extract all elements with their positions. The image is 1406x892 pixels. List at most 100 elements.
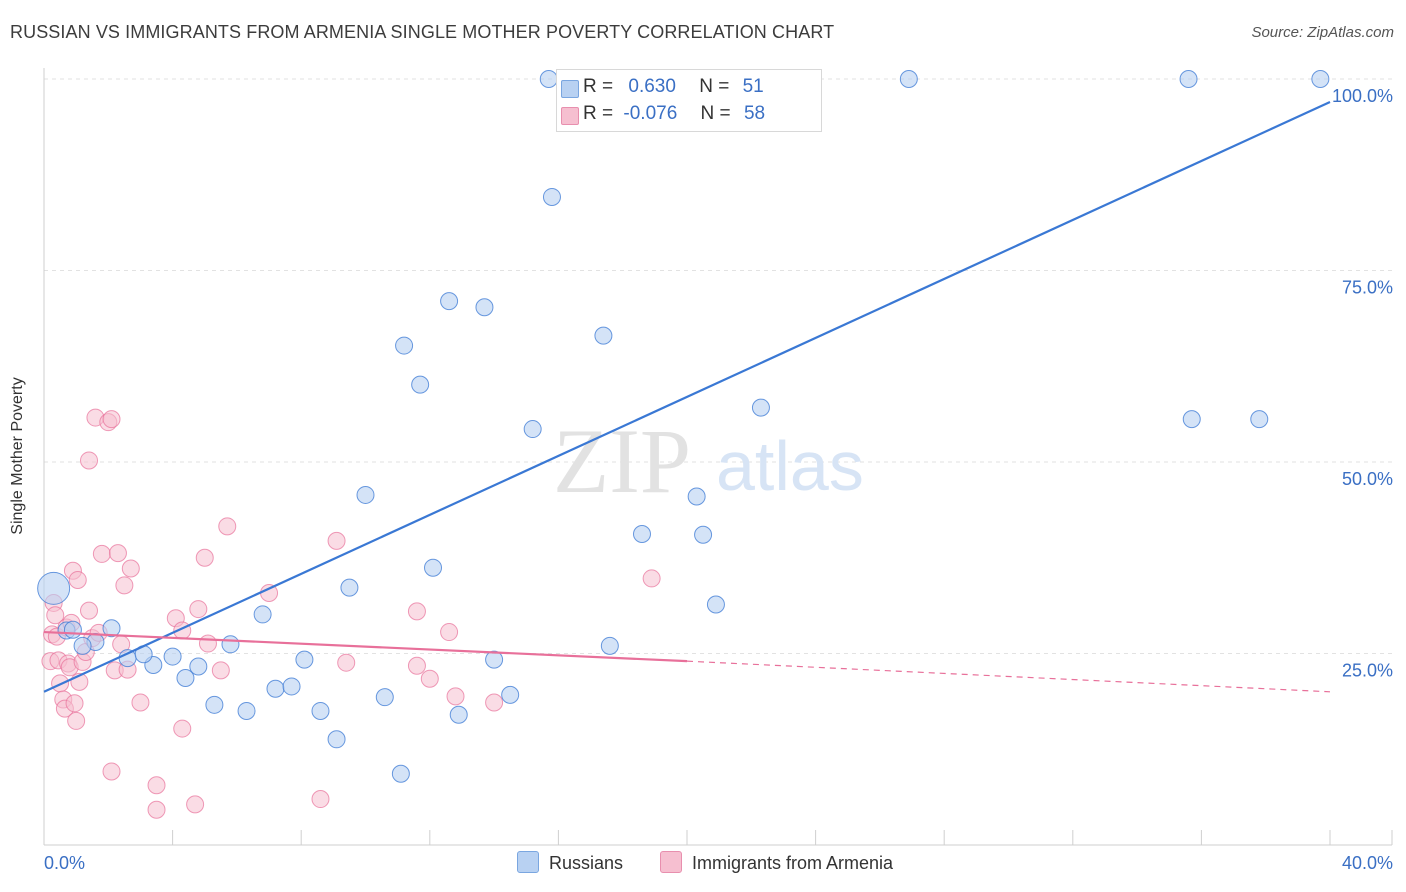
russians-point [63,620,82,639]
armenia-point [102,410,121,429]
x-tick-label: 0.0% [44,853,85,873]
legend-n-value: 58 [743,103,766,124]
source-label: Source: ZipAtlas.com [1251,24,1394,41]
correlation-legend: R = 0.630 N = 51 R = -0.076 N = 58 [556,69,822,132]
russians-point [539,70,558,88]
legend-r-label: R = [583,76,614,97]
armenia-point [407,602,426,621]
armenia-point [420,669,439,688]
russians-point [237,701,256,720]
trend-lines [43,100,1331,693]
legend-swatch-russians [561,80,579,98]
armenia-point [80,451,99,470]
russians-point [176,669,195,688]
russians-point [899,70,918,88]
armenia-point [115,576,134,595]
armenia-point [186,795,205,814]
armenia-point [407,656,426,675]
russians-point [1311,70,1330,88]
russians-point [1250,410,1269,429]
russians-points [37,70,1330,783]
bottom-legend-label-russians: Russians [549,853,624,873]
watermark: ZIP atlas [553,410,864,512]
russians-point [600,636,619,655]
watermark-zip: ZIP [553,410,691,512]
armenia-point [198,634,217,653]
chart-title: RUSSIAN VS IMMIGRANTS FROM ARMENIA SINGL… [10,22,835,42]
legend-r-value: -0.076 [623,103,678,124]
russians-point [37,571,71,605]
russians-point [189,657,208,676]
y-tick-label: 25.0% [1342,661,1393,681]
armenia-point [327,531,346,550]
bottom-legend-label-armenia: Immigrants from Armenia [692,853,894,873]
russians-point [411,375,430,394]
russians-point [282,677,301,696]
armenia-point [173,719,192,738]
russians-point [266,679,285,698]
russians-point [542,187,561,206]
armenia-point [446,687,465,706]
armenia-point [218,517,237,536]
bottom-legend-swatch-armenia [660,851,682,873]
legend-row-russians: R = 0.630 N = 51 [561,76,764,98]
russians-point [632,525,651,544]
armenia-point [147,776,166,795]
armenia-point [131,693,150,712]
russians-point [440,292,459,311]
russians-point [694,525,713,544]
armenia-point [147,800,166,819]
russians-point [594,326,613,345]
russians-point [706,595,725,614]
armenia-trend-line [43,630,688,663]
armenia-point [102,762,121,781]
russians-point [687,487,706,506]
russians-point [391,764,410,783]
russians-point [395,336,414,355]
y-tick-label: 75.0% [1342,278,1393,298]
legend-n-label: N = [699,76,730,97]
russians-point [375,688,394,707]
russians-point [1182,410,1201,429]
legend-n-value: 51 [742,76,764,97]
x-tick-label: 40.0% [1342,853,1393,873]
y-tick-label: 50.0% [1342,469,1393,489]
axes [43,68,1393,846]
russians-point [73,636,92,655]
watermark-atlas: atlas [716,427,864,505]
russians-point [118,649,137,668]
armenia-point [337,653,356,672]
legend-row-armenia: R = -0.076 N = 58 [561,103,766,125]
armenia-point [92,544,111,563]
russians-point [501,685,520,704]
legend-r-label: R = [583,103,614,124]
russians-point [449,705,468,724]
russians-point [295,650,314,669]
armenia-point [67,711,86,730]
russians-point [205,695,224,714]
russians-point [102,619,121,638]
russians-point [751,398,770,417]
armenia-point [108,544,127,563]
russians-point [221,635,240,654]
legend-n-label: N = [700,103,731,124]
armenia-point [65,694,84,713]
armenia-point [68,570,87,589]
russians-point [253,605,272,624]
armenia-point [195,548,214,567]
russians-point [327,730,346,749]
russians-point [340,578,359,597]
armenia-point [80,601,99,620]
tick-labels: 25.0% 50.0% 75.0% 100.0% 0.0% 40.0% [44,86,1393,873]
armenia-point [485,693,504,712]
russians-point [311,701,330,720]
russians-point [1179,70,1198,88]
russians-point [475,298,494,317]
armenia-point [211,661,230,680]
armenia-point [121,559,140,578]
y-tick-label: 100.0% [1332,86,1393,106]
legend-swatch-armenia [561,107,579,125]
russians-trend-line [43,100,1331,693]
armenia-point [189,600,208,619]
